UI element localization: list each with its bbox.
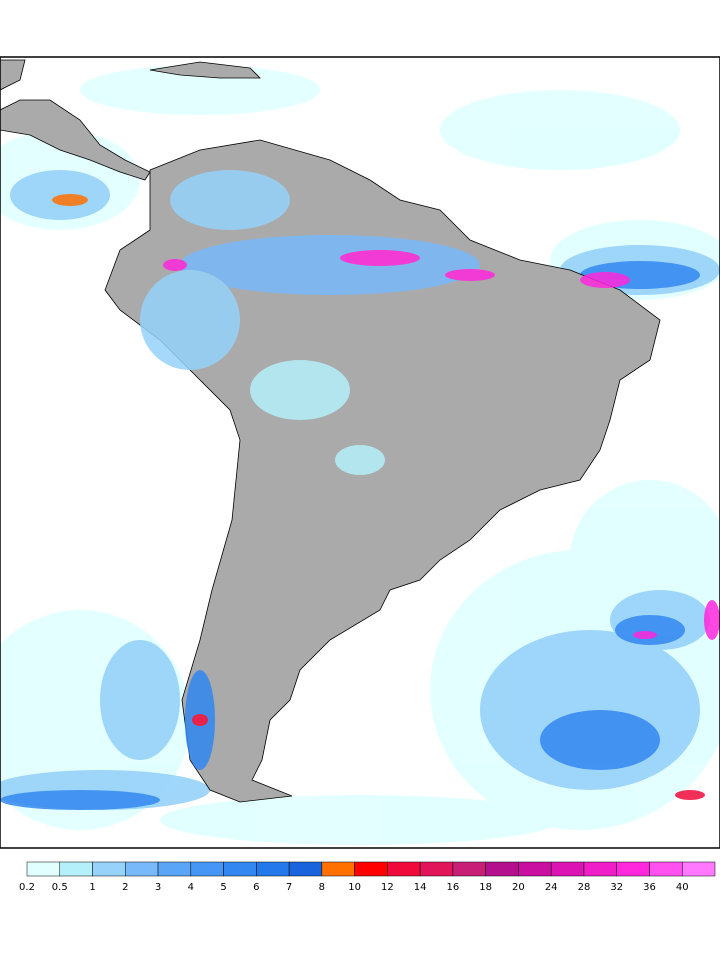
colorbar-segment <box>485 861 519 877</box>
colorbar-label: 5 <box>220 882 226 893</box>
colorbar-segment <box>26 861 61 877</box>
colorbar-label: 18 <box>479 882 492 893</box>
colorbar-label: 12 <box>381 882 394 893</box>
colorbar-label: 7 <box>286 882 292 893</box>
colorbar-label: 40 <box>676 882 689 893</box>
colorbar-label: 16 <box>447 882 460 893</box>
colorbar-label: 36 <box>643 882 656 893</box>
colorbar-segment <box>354 861 388 877</box>
colorbar-segment <box>321 861 355 877</box>
colorbar-segment <box>288 861 323 877</box>
precip-land <box>52 170 720 800</box>
colorbar-label: 1 <box>89 882 95 893</box>
map-frame <box>0 56 720 849</box>
colorbar-segment <box>256 861 290 877</box>
colorbar-segment <box>419 861 454 877</box>
colorbar-label: 28 <box>578 882 591 893</box>
colorbar-label: 6 <box>253 882 259 893</box>
colorbar-segment <box>681 861 716 877</box>
colorbar-segment <box>59 861 93 877</box>
colorbar-segment <box>518 861 552 877</box>
colorbar-label: 3 <box>155 882 161 893</box>
colorbar-label: 2 <box>122 882 128 893</box>
colorbar: 0.2 0.5 1 2 3 4 5 6 7 8 10 12 14 16 18 20 24 28 32 36 40 <box>19 861 716 893</box>
colorbar-label: 24 <box>545 882 558 893</box>
colorbar-label: 8 <box>319 882 325 893</box>
colorbar-segment <box>649 861 683 877</box>
colorbar-label: 32 <box>610 882 623 893</box>
colorbar-label: 0.5 <box>52 882 68 893</box>
colorbar-label: 4 <box>188 882 194 893</box>
colorbar-segment <box>223 861 257 877</box>
land <box>0 59 661 803</box>
colorbar-label: 20 <box>512 882 525 893</box>
colorbar-label: 0.2 <box>19 882 35 893</box>
colorbar-segment <box>616 861 650 877</box>
colorbar-segment <box>125 861 159 877</box>
colorbar-label: 10 <box>348 882 361 893</box>
map <box>0 56 720 849</box>
colorbar-segment <box>550 861 585 877</box>
colorbar-segment <box>583 861 617 877</box>
colorbar-segment <box>190 861 224 877</box>
colorbar-segment <box>92 861 126 877</box>
colorbar-segment <box>157 861 192 877</box>
colorbar-label: 14 <box>414 882 427 893</box>
colorbar-segment <box>452 861 486 877</box>
colorbar-segment <box>387 861 421 877</box>
